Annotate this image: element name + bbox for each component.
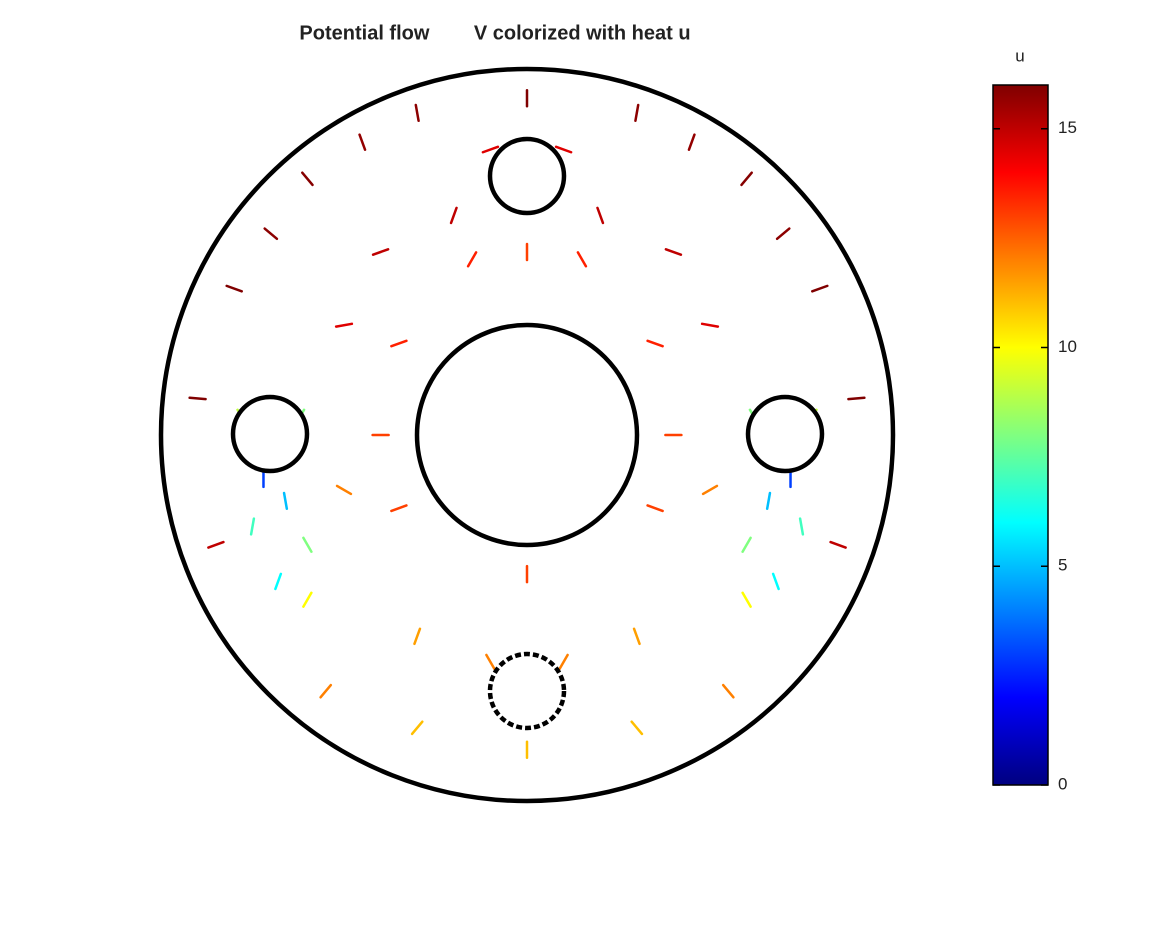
- flow-arrow: [302, 591, 313, 608]
- flow-arrow: [771, 572, 780, 591]
- flow-arrow: [630, 720, 644, 736]
- flow-arrow: [741, 536, 752, 553]
- flow-arrow: [798, 517, 805, 536]
- right-hole: [745, 394, 825, 474]
- flow-arrow: [596, 206, 605, 225]
- flow-arrow: [371, 248, 390, 256]
- flow-arrow: [188, 396, 207, 401]
- flow-arrow: [249, 517, 256, 536]
- top-hole: [487, 136, 567, 216]
- colorbar-tick-label: 0: [1058, 774, 1067, 793]
- flow-arrow: [301, 171, 314, 187]
- colorbar-tick-label: 10: [1058, 337, 1077, 356]
- flow-arrow: [554, 145, 573, 154]
- flow-arrow: [335, 484, 353, 496]
- flow-arrow: [263, 227, 279, 241]
- flow-arrow: [390, 504, 408, 513]
- flow-arrow: [847, 396, 866, 401]
- vector-field: [188, 89, 866, 760]
- colorbar: [992, 84, 1049, 786]
- flow-arrow: [740, 171, 753, 187]
- chart-title: Potential flow V colorized with heat u: [299, 22, 690, 44]
- flow-arrow: [390, 339, 408, 348]
- flow-arrow: [414, 103, 420, 123]
- flow-arrow: [481, 145, 500, 154]
- flow-arrow: [632, 627, 641, 646]
- flow-arrow: [700, 322, 720, 328]
- flow-arrow: [646, 339, 664, 348]
- flow-arrow: [334, 322, 354, 328]
- flow-arrow: [410, 720, 424, 736]
- flow-arrow: [765, 491, 772, 511]
- bottom-hole: [487, 651, 567, 731]
- flow-arrow: [274, 572, 283, 591]
- colorbar-tick-label: 15: [1058, 118, 1077, 137]
- left-hole: [230, 394, 310, 474]
- flow-arrow: [449, 206, 458, 225]
- flow-arrow: [466, 251, 478, 268]
- flow-arrow: [634, 103, 640, 123]
- flow-arrow: [207, 540, 225, 549]
- flow-arrow: [721, 683, 735, 699]
- flow-arrow: [829, 540, 847, 549]
- flow-arrow: [485, 653, 496, 671]
- flow-arrow: [741, 591, 752, 608]
- outer-boundary: [158, 66, 896, 804]
- center-hole: [414, 322, 640, 548]
- flow-arrow: [358, 133, 367, 151]
- flow-arrow: [811, 284, 829, 293]
- flow-arrow: [576, 251, 588, 268]
- colorbar-tick-label: 5: [1058, 556, 1067, 575]
- colorbar-label: u: [1015, 46, 1024, 65]
- flow-arrow: [413, 627, 422, 646]
- flow-arrow: [558, 653, 569, 671]
- flow-arrow: [646, 504, 664, 513]
- flow-arrow: [664, 248, 683, 256]
- flow-arrow: [302, 536, 313, 553]
- flow-arrow: [687, 133, 696, 151]
- flow-arrow: [701, 484, 719, 496]
- flow-arrow: [319, 683, 333, 699]
- flow-arrow: [225, 284, 243, 293]
- flow-arrow: [282, 491, 289, 511]
- flow-arrow: [775, 227, 791, 241]
